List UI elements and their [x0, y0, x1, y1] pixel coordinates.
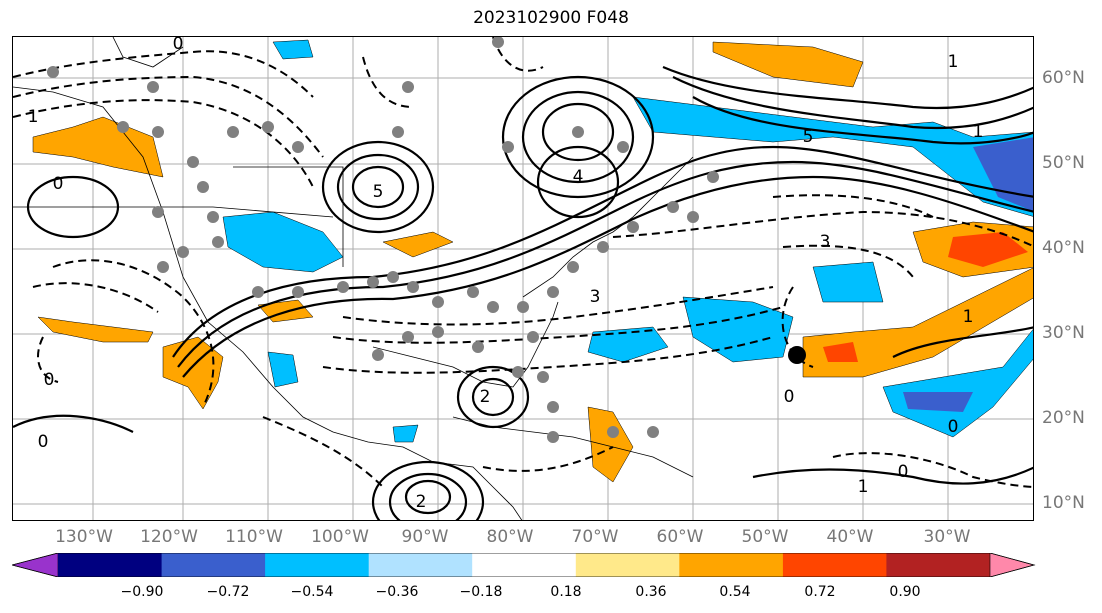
lat-label: 50°N	[1042, 153, 1085, 173]
contour-label: 2	[416, 492, 427, 512]
colorbar-segments	[12, 553, 1036, 577]
contour-label: 0	[948, 417, 959, 437]
contour-label: 4	[573, 167, 584, 187]
contour-label: 5	[373, 182, 384, 202]
colorbar-tick: −0.18	[459, 584, 503, 600]
contour-label-group: 0 0 1 1 4 5 5 3 3 1 1 0 0 0 0 0 2 2 1	[28, 37, 984, 512]
negative-anomaly-shading	[222, 39, 1033, 443]
colorbar-tick: 0.72	[804, 584, 836, 600]
lon-label: 30°W	[923, 527, 971, 547]
lon-label: 90°W	[401, 527, 449, 547]
lon-label: 120°W	[140, 527, 198, 547]
contour-label: 0	[173, 37, 184, 54]
contour-label: 0	[38, 432, 49, 452]
lon-label: 100°W	[311, 527, 369, 547]
contour-label: 0	[53, 174, 64, 194]
lon-label: 50°W	[741, 527, 789, 547]
colorbar-tick: −0.90	[120, 584, 164, 600]
lon-label: 60°W	[656, 527, 704, 547]
colorbar-segment	[575, 553, 680, 577]
colorbar-segment	[58, 553, 163, 577]
colorbar-segment	[265, 553, 370, 577]
colorbar-outline	[12, 553, 1036, 577]
contour-label: 1	[948, 52, 959, 72]
contour-label: 1	[858, 477, 869, 497]
colorbar-segment	[679, 553, 784, 577]
contour-label: 2	[480, 387, 491, 407]
contour-label: 3	[590, 287, 601, 307]
colorbar-segment	[368, 553, 473, 577]
colorbar-tick: 0.90	[889, 584, 921, 600]
colorbar-segment	[472, 553, 577, 577]
map-canvas: 0 0 1 1 4 5 5 3 3 1 1 0 0 0 0 0 2 2 1	[13, 37, 1033, 520]
graticule	[13, 37, 1033, 520]
station-dots	[47, 37, 719, 443]
lon-label: 130°W	[55, 527, 113, 547]
lon-label: 70°W	[571, 527, 619, 547]
lat-label: 30°N	[1042, 323, 1085, 343]
lat-label: 20°N	[1042, 408, 1085, 428]
colorbar-tick: 0.18	[550, 584, 582, 600]
colorbar-segment	[886, 553, 991, 577]
map-plot-area: 0 0 1 1 4 5 5 3 3 1 1 0 0 0 0 0 2 2 1	[12, 36, 1034, 521]
lat-label: 60°N	[1042, 68, 1085, 88]
map-title: 2023102900 F048	[473, 8, 629, 28]
storm-center-marker	[788, 346, 806, 364]
lon-label: 80°W	[486, 527, 534, 547]
solid-contours	[13, 65, 1033, 520]
contour-label: 3	[820, 232, 831, 252]
lon-label: 40°W	[826, 527, 874, 547]
colorbar-tick: 0.54	[719, 584, 751, 600]
colorbar-tick: −0.36	[375, 584, 419, 600]
colorbar-tick: −0.72	[206, 584, 250, 600]
colorbar-tick: −0.54	[290, 584, 334, 600]
lon-label: 110°W	[225, 527, 283, 547]
contour-label: 5	[803, 127, 814, 147]
lat-label: 10°N	[1042, 493, 1085, 513]
colorbar-extend-low	[12, 553, 59, 577]
colorbar-segment	[782, 553, 887, 577]
contour-label: 1	[28, 107, 39, 127]
contour-label: 1	[973, 122, 984, 142]
contour-label: 1	[963, 307, 974, 327]
colorbar-extend-high	[989, 553, 1036, 577]
colorbar-tick: 0.36	[635, 584, 667, 600]
contour-label: 0	[784, 387, 795, 407]
dashed-contours	[13, 37, 1033, 488]
contour-label: 0	[44, 370, 55, 390]
lat-label: 40°N	[1042, 238, 1085, 258]
colorbar	[12, 553, 1036, 577]
colorbar-segment	[161, 553, 266, 577]
contour-label: 0	[898, 462, 909, 482]
